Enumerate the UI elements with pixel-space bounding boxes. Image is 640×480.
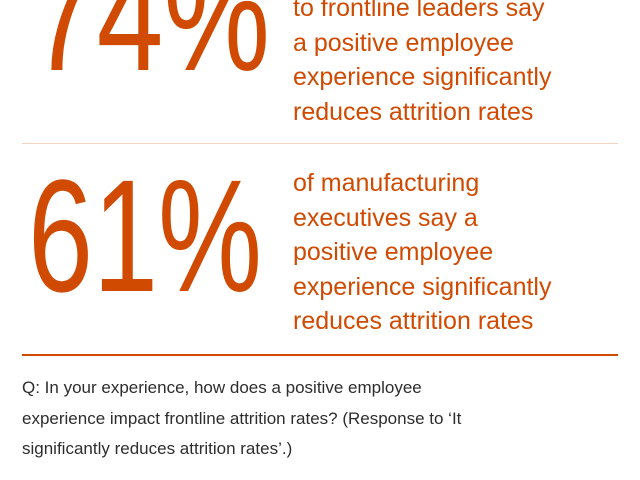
footnote: significantly reduces attrition rates’.) — [22, 439, 293, 458]
stat-text: experience significantly — [293, 63, 552, 91]
stat-text: to frontline leaders say — [293, 0, 545, 22]
stat-text: of manufacturing — [293, 169, 480, 197]
stat-figure: 74% — [30, 0, 270, 104]
footnote: Q: In your experience, how does a positi… — [22, 378, 422, 397]
footnote: experience impact frontline attrition ra… — [22, 408, 462, 428]
stat-text: reduces attrition rates — [293, 307, 534, 335]
stat-text: positive employee — [293, 238, 494, 266]
stat-text: experience significantly — [293, 272, 552, 301]
divider — [22, 143, 618, 144]
stat-text: reduces attrition rates — [293, 97, 534, 126]
divider — [22, 354, 618, 356]
stat-figure: 61% — [28, 146, 262, 325]
stat-text: executives say a — [293, 203, 478, 232]
stat-text: a positive employee — [293, 28, 514, 57]
